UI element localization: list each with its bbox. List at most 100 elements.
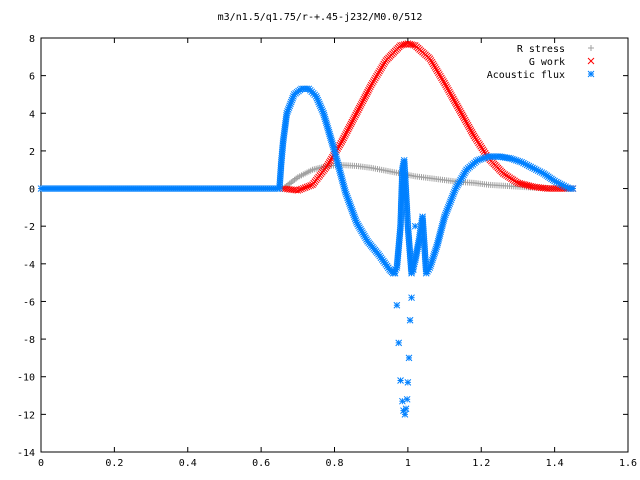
x-tick-label: 0.6	[252, 458, 270, 469]
x-tick-label: 0.4	[179, 458, 197, 469]
data-point	[465, 123, 473, 131]
data-point	[444, 85, 451, 92]
data-point	[461, 116, 469, 124]
data-point	[445, 86, 452, 94]
data-point	[397, 377, 404, 384]
data-point	[365, 86, 372, 94]
y-tick-label: 6	[29, 72, 35, 83]
data-point	[468, 128, 476, 136]
data-point	[402, 405, 410, 413]
data-point	[459, 113, 467, 120]
data-point	[469, 130, 477, 138]
data-point	[356, 102, 364, 110]
legend-marker	[587, 57, 595, 65]
y-tick-label: -10	[17, 373, 35, 384]
series-3	[391, 222, 419, 418]
data-point	[403, 395, 411, 403]
data-point	[466, 125, 474, 133]
x-tick-label: 1.6	[619, 458, 637, 469]
data-point	[463, 120, 471, 127]
data-point	[442, 81, 449, 89]
y-tick-label: -8	[23, 335, 35, 346]
data-point	[343, 127, 351, 135]
chart-title: m3/n1.5/q1.75/r-+.45-j232/M0.0/512	[218, 12, 423, 23]
series-1	[279, 40, 577, 194]
data-point	[359, 97, 367, 105]
data-point	[408, 294, 415, 302]
data-point	[449, 93, 456, 101]
plot-frame	[40, 37, 629, 453]
data-point	[341, 132, 348, 140]
data-point	[352, 111, 359, 119]
data-point	[456, 107, 464, 115]
data-point	[299, 184, 307, 192]
y-tick-label: -4	[23, 260, 35, 271]
data-point	[443, 83, 450, 91]
x-tick-label: 1.2	[472, 458, 490, 469]
data-point	[345, 124, 353, 131]
data-point	[361, 94, 369, 101]
data-point	[343, 129, 350, 137]
data-point	[451, 99, 459, 106]
data-point	[363, 90, 370, 98]
data-point	[399, 397, 406, 405]
data-point	[395, 339, 403, 347]
data-point	[410, 266, 417, 273]
y-tick-label: -12	[17, 410, 35, 421]
data-point	[347, 120, 355, 128]
x-tick-label: 0.2	[105, 458, 123, 469]
y-tick-label: -6	[23, 297, 35, 308]
y-tick-label: 8	[29, 34, 35, 45]
data-point	[410, 41, 417, 49]
data-point	[340, 134, 348, 142]
data-point	[457, 109, 465, 117]
data-point	[305, 182, 313, 190]
data-point	[464, 121, 472, 129]
data-point	[344, 125, 352, 133]
data-point	[404, 379, 412, 386]
legend: R stress G work Acoustic flux	[487, 44, 595, 81]
data-point	[569, 185, 577, 192]
data-point	[358, 99, 366, 107]
data-point	[441, 79, 448, 87]
data-point	[452, 100, 460, 108]
data-point	[301, 184, 309, 191]
y-tick-label: 2	[29, 147, 35, 158]
data-point	[462, 118, 470, 126]
data-point	[294, 187, 302, 194]
data-point	[353, 109, 360, 117]
data-point	[401, 411, 409, 418]
series-layer	[37, 40, 577, 418]
data-point	[450, 95, 457, 103]
data-point	[391, 269, 399, 277]
data-point	[298, 185, 305, 193]
data-point	[460, 114, 468, 122]
data-point	[349, 116, 357, 124]
data-point	[454, 104, 462, 112]
x-axis: 0 0.2 0.4 0.6 0.8 1 1.2 1.4 1.6	[38, 38, 637, 469]
data-point	[350, 115, 358, 122]
data-point	[455, 106, 463, 113]
legend-marker	[587, 70, 595, 78]
data-point	[346, 122, 354, 129]
y-axis: -14 -12 -10 -8 -6 -4 -2 0 2 4 6 8	[17, 34, 628, 459]
data-point	[362, 92, 370, 99]
data-point	[357, 101, 365, 108]
data-point	[405, 354, 413, 362]
data-point	[354, 108, 361, 115]
data-point	[354, 106, 362, 114]
y-tick-label: -14	[17, 448, 35, 459]
y-tick-label: -2	[23, 222, 35, 233]
data-point	[342, 131, 349, 138]
data-point	[303, 183, 311, 191]
y-tick-label: 0	[29, 185, 35, 196]
data-point	[339, 136, 347, 144]
x-tick-label: 0	[38, 458, 44, 469]
data-point	[366, 83, 374, 91]
x-tick-label: 1	[405, 458, 411, 469]
data-point	[458, 111, 466, 119]
data-point	[360, 95, 368, 103]
data-point	[393, 301, 401, 309]
data-point	[348, 118, 356, 126]
